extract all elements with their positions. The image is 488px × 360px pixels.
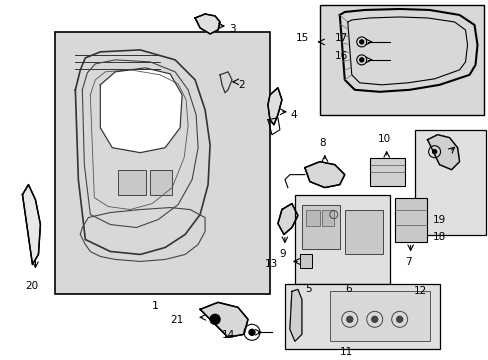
Bar bbox=[301, 204, 339, 249]
Text: 13: 13 bbox=[264, 260, 278, 269]
Text: 18: 18 bbox=[432, 231, 445, 242]
Text: 4: 4 bbox=[290, 110, 297, 120]
Polygon shape bbox=[289, 289, 301, 341]
Bar bbox=[321, 210, 333, 225]
Text: 16: 16 bbox=[334, 51, 347, 61]
Text: 20: 20 bbox=[25, 282, 39, 291]
Circle shape bbox=[210, 314, 220, 324]
Text: 3: 3 bbox=[228, 24, 235, 34]
Bar bbox=[150, 170, 172, 195]
Bar bbox=[369, 158, 404, 186]
Text: 15: 15 bbox=[295, 33, 308, 43]
Text: 6: 6 bbox=[344, 284, 351, 294]
Circle shape bbox=[359, 58, 363, 62]
Circle shape bbox=[371, 316, 377, 322]
Text: 8: 8 bbox=[318, 138, 325, 148]
Text: 1: 1 bbox=[151, 301, 159, 311]
Bar bbox=[299, 255, 311, 269]
Polygon shape bbox=[100, 68, 182, 153]
Text: 21: 21 bbox=[170, 315, 183, 325]
Bar bbox=[285, 284, 439, 349]
Bar bbox=[344, 210, 382, 255]
Bar bbox=[394, 198, 426, 243]
Text: 17: 17 bbox=[334, 33, 347, 43]
Polygon shape bbox=[277, 203, 297, 234]
Bar bbox=[118, 170, 146, 195]
Text: 7: 7 bbox=[404, 257, 410, 267]
Circle shape bbox=[346, 316, 352, 322]
Polygon shape bbox=[427, 135, 459, 170]
Bar bbox=[294, 195, 389, 284]
Text: 5: 5 bbox=[304, 284, 311, 294]
Circle shape bbox=[359, 40, 363, 44]
Text: 12: 12 bbox=[413, 287, 426, 296]
Text: 14: 14 bbox=[222, 330, 235, 340]
Text: 10: 10 bbox=[377, 134, 390, 144]
Circle shape bbox=[248, 329, 254, 335]
Circle shape bbox=[396, 316, 402, 322]
Bar bbox=[414, 130, 486, 234]
Polygon shape bbox=[267, 88, 282, 125]
Polygon shape bbox=[22, 185, 41, 265]
Bar bbox=[55, 32, 269, 294]
Polygon shape bbox=[304, 162, 344, 188]
Bar bbox=[319, 5, 484, 115]
Circle shape bbox=[432, 150, 436, 154]
Text: 2: 2 bbox=[238, 80, 244, 90]
Text: 19: 19 bbox=[432, 215, 445, 225]
Bar bbox=[329, 291, 429, 341]
Text: 11: 11 bbox=[339, 347, 352, 357]
Polygon shape bbox=[195, 14, 220, 34]
Bar bbox=[305, 210, 319, 225]
Text: 9: 9 bbox=[278, 249, 285, 260]
Polygon shape bbox=[200, 302, 247, 337]
